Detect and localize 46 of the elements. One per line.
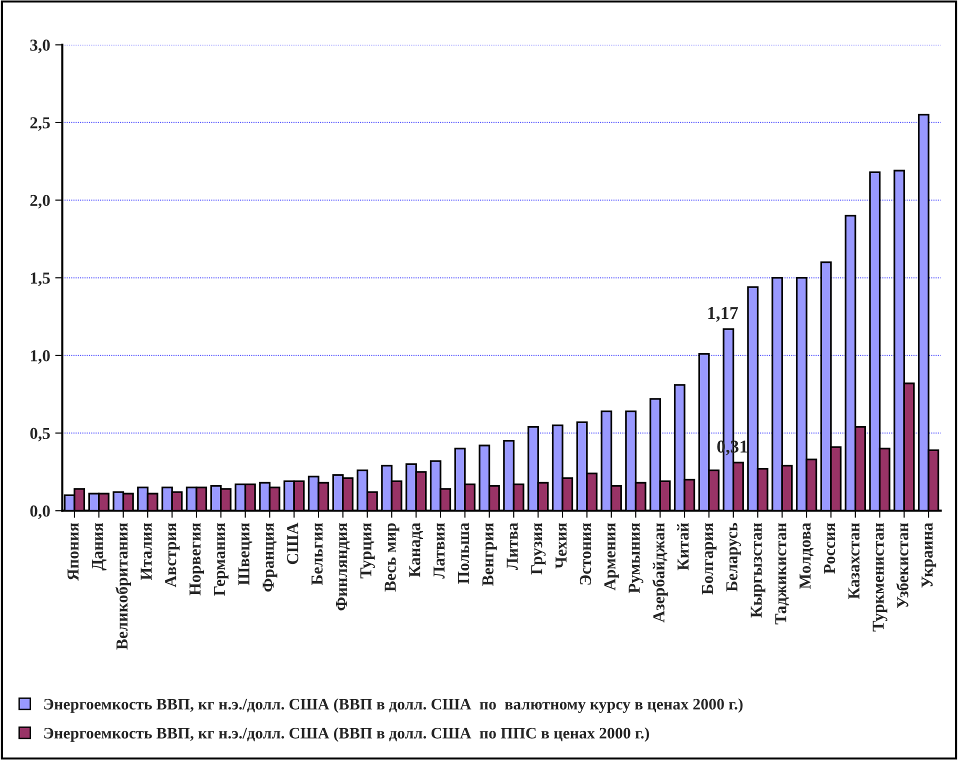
- x-tick-label: Турция: [360, 522, 375, 578]
- x-tick-label: Китай: [677, 522, 689, 570]
- x-tick-label: Азербайджан: [652, 522, 668, 622]
- x-tick-label: Эстония: [580, 522, 592, 585]
- x-tick-label: Молдова: [800, 522, 814, 589]
- x-tick-label: Великобритания: [116, 522, 132, 650]
- y-tick-label: 1,0: [30, 350, 50, 364]
- x-tick-label: Франция: [262, 522, 278, 592]
- y-tick-label: 2,5: [30, 117, 50, 131]
- x-tick-label: Финляндия: [336, 522, 350, 610]
- x-tick-label: Узбекистан: [896, 522, 908, 608]
- x-tick-label: Германия: [214, 522, 228, 596]
- x-tick-label: Швеция: [238, 522, 252, 586]
- data-label: 1,17: [708, 307, 738, 322]
- x-tick-label: Весь мир: [384, 523, 400, 592]
- y-tick-label: 1,5: [30, 272, 50, 286]
- x-tick-label: Армения: [604, 522, 619, 590]
- x-tick-label: Беларусь: [726, 522, 741, 592]
- x-tick-label: Россия: [824, 522, 836, 574]
- y-tick-label: 2,0: [30, 194, 50, 208]
- x-tick-label: Бельгия: [312, 522, 323, 586]
- x-tick-label: Латвия: [434, 522, 445, 579]
- x-tick-label: Таджикистан: [775, 522, 790, 624]
- x-tick-label: Италия: [140, 522, 152, 580]
- x-tick-label: Польша: [458, 522, 470, 584]
- x-tick-label: Грузия: [531, 522, 546, 574]
- x-tick-label: Дания: [92, 522, 106, 570]
- x-tick-label: Япония: [68, 522, 79, 581]
- y-tick-label: 0,0: [30, 505, 50, 520]
- legend-label: Энергоемкость ВВП, кг н.э./долл. США (ВВП в долл. США по ППС в ценах 2000 г.): [44, 727, 649, 742]
- x-tick-label: Норвегия: [190, 522, 204, 596]
- x-tick-label: Венгрия: [482, 522, 497, 586]
- x-tick-label: Туркменистан: [872, 522, 888, 632]
- x-tick-label: Литва: [506, 522, 518, 570]
- x-tick-label: Казахстан: [848, 522, 860, 600]
- x-tick-label: Кыргызстан: [750, 522, 766, 618]
- x-tick-label: Австрия: [165, 522, 180, 588]
- x-tick-label: Болгария: [702, 522, 716, 595]
- y-tick-label: 0,5: [30, 428, 50, 442]
- x-tick-label: Чехия: [556, 522, 567, 569]
- x-tick-label: Румыния: [628, 522, 644, 594]
- legend-label: Энергоемкость ВВП, кг н.э./долл. США (ВВП в долл. США по валютному курсу в ценах 2000 г.): [44, 698, 743, 713]
- x-tick-label: Канада: [409, 522, 424, 578]
- y-tick-label: 3,0: [30, 40, 50, 54]
- x-tick-label: США: [287, 522, 298, 564]
- x-tick-label: Украина: [922, 522, 936, 588]
